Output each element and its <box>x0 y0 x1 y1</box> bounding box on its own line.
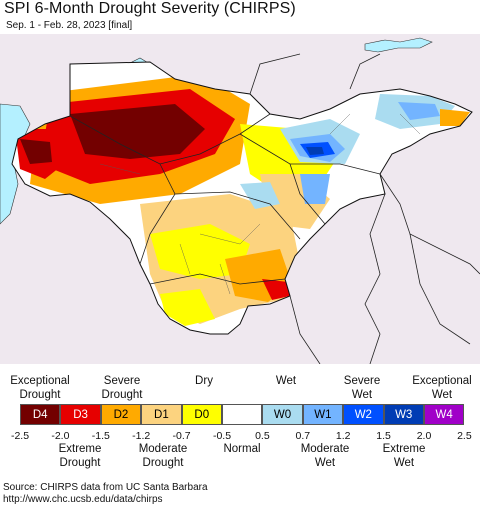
legend-tick: -1.5 <box>91 430 110 442</box>
legend-top-label: Dry <box>195 375 213 387</box>
legend-tick: -1.2 <box>132 430 151 442</box>
drought-map <box>0 34 480 364</box>
legend-bottom-label: Extreme Wet <box>382 443 426 469</box>
legend-top-label: Wet <box>275 375 297 387</box>
legend-top-label: Exceptional Drought <box>10 375 70 401</box>
legend-tick: 0.7 <box>295 430 311 442</box>
legend-box-d4: D4 <box>20 404 61 425</box>
legend-tick: -2.0 <box>51 430 70 442</box>
source-line-2: http://www.chc.ucsb.edu/data/chirps <box>3 494 163 505</box>
legend-box-d1: D1 <box>141 404 182 425</box>
legend-box-d3: D3 <box>60 404 101 425</box>
legend-tick: 1.2 <box>335 430 351 442</box>
legend-tick: 2.5 <box>457 430 472 442</box>
legend-box-d0: D0 <box>181 404 222 425</box>
legend-bottom-label: Extreme Drought <box>58 443 102 469</box>
source-line-1: Source: CHIRPS data from UC Santa Barbar… <box>3 482 208 493</box>
legend-box-w1: W1 <box>302 404 344 425</box>
legend-tick: -0.7 <box>172 430 191 442</box>
legend-tick: 0.5 <box>255 430 270 442</box>
legend-tick: 1.5 <box>376 430 391 442</box>
legend-top-label: Severe Wet <box>343 375 381 401</box>
map-subtitle: Sep. 1 - Feb. 28, 2023 [final] <box>6 20 133 31</box>
legend-bottom-label: Normal <box>223 443 261 455</box>
lake-balkhash <box>364 37 433 53</box>
internal-borders <box>69 113 381 285</box>
source-credit: Source: CHIRPS data from UC Santa Barbar… <box>3 482 208 506</box>
legend-color-bar: D4 D3 D2 D1 D0 W0 W1 W2 W3 W4 <box>20 404 465 425</box>
legend-tick: 2.0 <box>416 430 432 442</box>
legend-box-w2: W2 <box>343 404 384 425</box>
legend-bottom-label: Moderate Wet <box>300 443 350 469</box>
legend-box-n <box>221 404 263 425</box>
legend-top-label: Exceptional Wet <box>412 375 472 401</box>
legend-tick: -0.5 <box>212 430 232 442</box>
legend: Exceptional Drought Severe Drought Dry Wet Sev… <box>0 364 480 484</box>
outside-borders <box>249 53 480 364</box>
legend-box-w0: W0 <box>262 404 303 425</box>
legend-bottom-label: Moderate Drought <box>138 443 188 469</box>
legend-top-label: Severe Drought <box>101 375 143 401</box>
region-outline <box>11 61 473 335</box>
map-title: SPI 6-Month Drought Severity (CHIRPS) <box>4 0 296 17</box>
legend-box-w3: W3 <box>383 404 424 425</box>
legend-box-d2: D2 <box>100 404 142 425</box>
province-lines <box>99 113 421 295</box>
legend-box-w4: W4 <box>423 404 465 425</box>
legend-tick: -2.5 <box>10 430 30 442</box>
